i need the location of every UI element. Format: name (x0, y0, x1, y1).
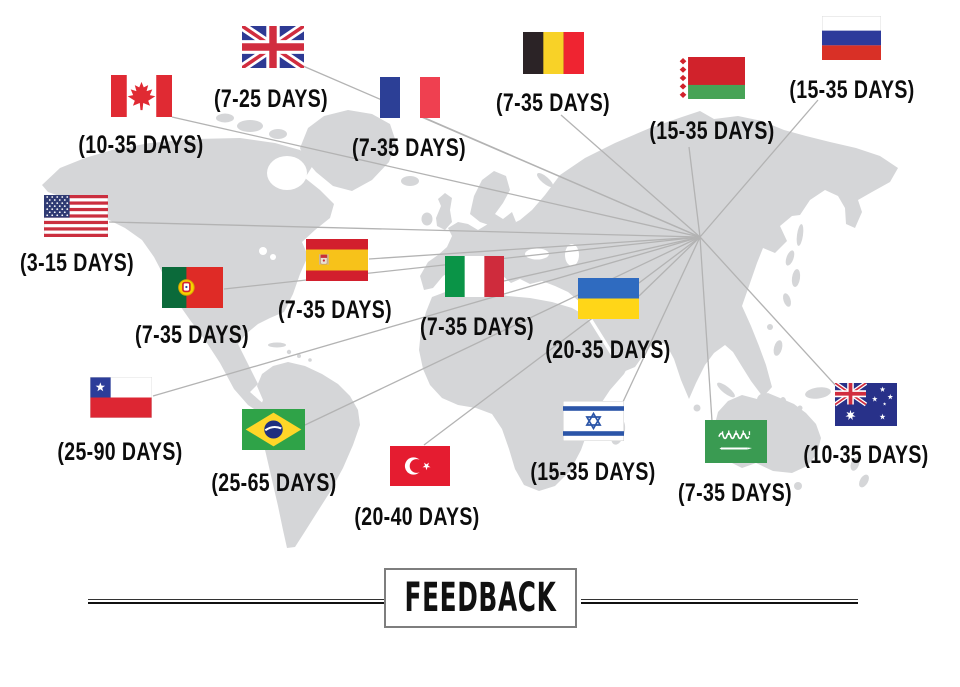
flag-belarus (678, 57, 745, 99)
flag-russia (822, 16, 881, 60)
flag-australia (835, 383, 897, 426)
flag-turkey (390, 446, 450, 486)
route-line-belgium (560, 114, 701, 238)
route-line-brazil (304, 236, 701, 426)
shipping-routes (108, 65, 838, 446)
route-line-italy (503, 236, 701, 282)
delivery-label-russia: (15-35 DAYS) (789, 76, 915, 104)
flag-italy (445, 256, 504, 297)
feedback-box: FEEDBACK (384, 568, 577, 628)
flag-france (380, 77, 440, 118)
delivery-label-italy: (7-35 DAYS) (419, 313, 535, 341)
route-line-spain (368, 236, 701, 260)
delivery-label-france: (7-35 DAYS) (351, 134, 467, 162)
delivery-label-belarus: (15-35 DAYS) (649, 117, 775, 145)
route-line-ukraine (638, 236, 701, 297)
route-line-france (424, 117, 701, 238)
flag-spain (306, 239, 368, 281)
left-divider-line (88, 599, 384, 604)
delivery-label-chile: (25-90 DAYS) (57, 438, 183, 466)
flag-portugal (162, 267, 223, 308)
route-line-australia (699, 236, 838, 388)
right-divider-line (581, 599, 858, 604)
flag-chile (90, 377, 152, 418)
flag-saudi-arabia (705, 420, 767, 463)
delivery-label-turkey: (20-40 DAYS) (354, 503, 480, 531)
flag-israel (563, 401, 624, 441)
delivery-label-portugal: (7-35 DAYS) (134, 321, 250, 349)
route-line-israel (621, 236, 701, 405)
delivery-label-saudi-arabia: (7-35 DAYS) (677, 479, 793, 507)
delivery-label-uk: (7-25 DAYS) (213, 85, 329, 113)
delivery-label-israel: (15-35 DAYS) (530, 458, 656, 486)
route-line-usa (108, 221, 701, 238)
delivery-label-ukraine: (20-35 DAYS) (545, 336, 671, 364)
inland-water (259, 156, 616, 358)
flag-ukraine (578, 278, 639, 319)
delivery-label-canada: (10-35 DAYS) (78, 131, 204, 159)
route-line-saudi-arabia (699, 236, 713, 422)
delivery-label-australia: (10-35 DAYS) (803, 441, 929, 469)
route-line-chile (152, 236, 701, 397)
route-line-turkey (423, 236, 701, 446)
delivery-label-brazil: (25-65 DAYS) (211, 469, 337, 497)
delivery-label-spain: (7-35 DAYS) (277, 296, 393, 324)
delivery-label-belgium: (7-35 DAYS) (495, 89, 611, 117)
feedback-label: FEEDBACK (404, 575, 557, 621)
flag-belgium (523, 32, 584, 74)
flag-usa (44, 195, 108, 237)
flag-brazil (242, 409, 305, 450)
route-line-russia (699, 99, 819, 238)
flag-uk (242, 26, 304, 68)
route-line-canada (171, 116, 701, 238)
delivery-label-usa: (3-15 DAYS) (19, 249, 135, 277)
flag-canada (111, 75, 172, 117)
route-line-belarus (688, 146, 701, 238)
